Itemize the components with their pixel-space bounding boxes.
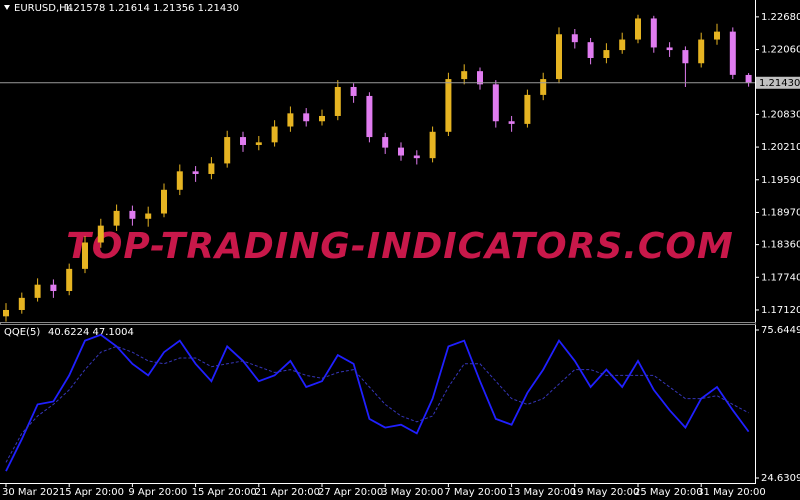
y-tick-label: 75.6449 <box>761 325 800 336</box>
y-tick-label: 24.6309 <box>761 473 800 484</box>
candle-body <box>698 39 705 64</box>
x-tick-label: 15 Apr 20:00 <box>192 487 257 498</box>
candle-body <box>429 131 436 159</box>
candle-body <box>635 18 641 40</box>
candle-body <box>650 18 657 48</box>
candle-body <box>445 79 452 132</box>
indicator-line <box>5 333 750 472</box>
x-tick-label: 19 May 20:00 <box>571 487 640 498</box>
candle-body <box>50 284 57 292</box>
x-tick-label: 30 Mar 2021 <box>2 487 65 498</box>
candle-body <box>714 31 720 40</box>
candle-body <box>540 79 547 95</box>
indicator-quote: 40.6224 47.1004 <box>48 327 134 338</box>
x-tick-label: 7 May 20:00 <box>444 487 506 498</box>
x-tick-label: 5 Apr 20:00 <box>65 487 124 498</box>
current-price-label: 1.21430 <box>759 78 800 89</box>
candle-body <box>287 113 294 127</box>
candle-body <box>587 42 594 58</box>
candle-body <box>82 242 88 269</box>
candle-body <box>66 268 73 292</box>
candle-body <box>3 309 9 317</box>
pane-separator <box>0 322 756 325</box>
candle-body <box>666 47 673 51</box>
candle-body <box>619 39 626 51</box>
y-tick-label: 1.22060 <box>761 45 800 56</box>
candle-body <box>571 34 578 43</box>
candle-body <box>208 163 215 174</box>
candle-body <box>556 34 562 80</box>
candle-body <box>477 71 483 85</box>
y-tick-label: 1.22680 <box>761 12 800 23</box>
candle-body <box>34 284 41 298</box>
candle-body <box>524 94 531 124</box>
candle-body <box>176 171 183 190</box>
candle-body <box>461 71 468 80</box>
candle-body <box>271 126 278 143</box>
candle-body <box>255 142 262 145</box>
candle-body <box>413 155 420 159</box>
watermark: TOP-TRADING-INDICATORS.COM <box>66 226 734 267</box>
candle-body <box>224 137 231 164</box>
candle-body <box>145 213 152 219</box>
current-price-box <box>756 76 800 89</box>
candle-body <box>97 225 104 243</box>
x-tick-label: 9 Apr 20:00 <box>128 487 187 498</box>
candle-body <box>350 86 357 96</box>
candle-body <box>508 121 515 124</box>
y-tick-label: 1.17740 <box>761 272 800 283</box>
y-tick-label: 1.20830 <box>761 109 800 120</box>
candle-body <box>334 86 341 116</box>
y-tick-label: 1.18360 <box>761 240 800 251</box>
candle-body <box>398 147 404 156</box>
price-title: EURUSD,H4 <box>14 3 73 14</box>
candle-body <box>682 50 689 64</box>
candle-body <box>319 115 325 122</box>
x-tick-label: 13 May 20:00 <box>508 487 577 498</box>
candle-body <box>729 31 736 75</box>
candle-body <box>492 84 499 122</box>
y-tick-label: 1.19590 <box>761 175 800 186</box>
indicator-line <box>5 345 749 463</box>
x-tick-label: 25 May 20:00 <box>634 487 703 498</box>
x-tick-label: 21 Apr 20:00 <box>255 487 320 498</box>
symbol-arrow <box>4 5 10 10</box>
candle-body <box>161 189 167 214</box>
indicator-title: QQE(5) <box>4 327 40 338</box>
candle-body <box>129 210 136 219</box>
candle-body <box>603 50 610 58</box>
candle-body <box>382 137 389 148</box>
candle-body <box>240 137 246 145</box>
candle-body <box>745 74 752 83</box>
candle-body <box>303 113 310 122</box>
candle-body <box>192 171 199 174</box>
y-tick-label: 1.17120 <box>761 305 800 316</box>
x-tick-label: 31 May 20:00 <box>697 487 766 498</box>
candle-body <box>113 210 120 226</box>
x-tick-label: 27 Apr 20:00 <box>318 487 383 498</box>
candle-body <box>18 297 25 310</box>
y-tick-label: 1.18970 <box>761 207 800 218</box>
price-quote: 1.21578 1.21614 1.21356 1.21430 <box>64 3 239 14</box>
candle-body <box>366 95 373 138</box>
y-tick-label: 1.20210 <box>761 142 800 153</box>
x-tick-label: 3 May 20:00 <box>381 487 443 498</box>
